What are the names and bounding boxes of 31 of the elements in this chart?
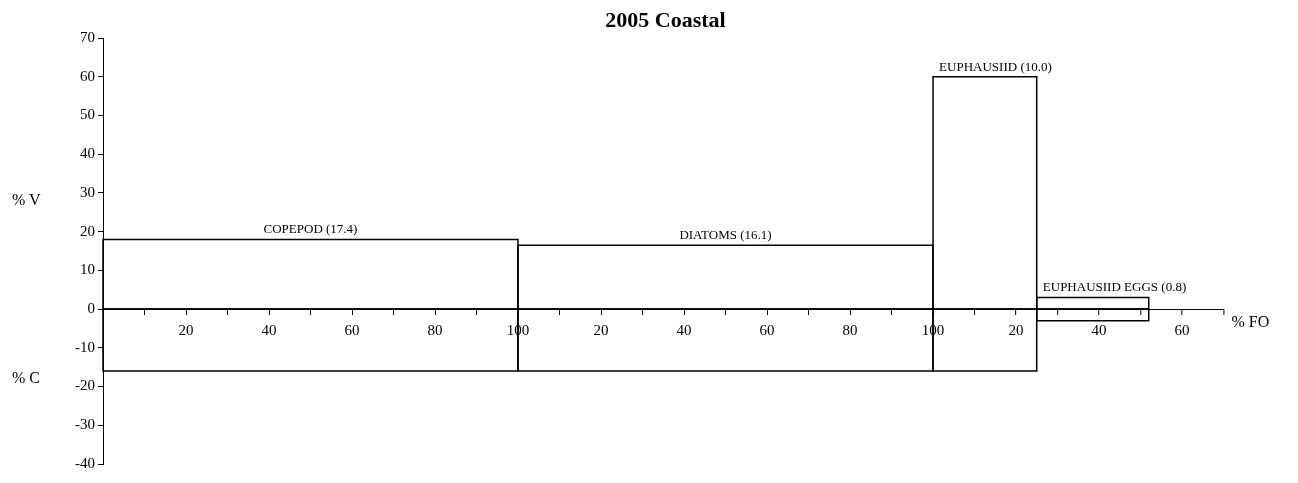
chart-title: 2005 Coastal — [605, 6, 726, 32]
x-tick-label: 20 — [593, 322, 609, 339]
x-tick-label: 20 — [178, 322, 194, 339]
x-tick-label: 80 — [427, 322, 443, 339]
y-tick-label: 60 — [80, 67, 95, 84]
y-tick-label: 50 — [80, 106, 95, 123]
y-tick-label: -10 — [75, 338, 95, 355]
text: % C — [12, 369, 40, 386]
y-tick-label: -40 — [75, 454, 95, 471]
y-tick-label: 70 — [80, 28, 95, 45]
annotation: EUPHAUSIID EGGS (0.8) — [1042, 279, 1187, 295]
x-tick-label: 80 — [842, 322, 858, 339]
x-tick-label: 60 — [1174, 322, 1190, 339]
y-axis-title: % V — [12, 190, 42, 208]
y-tick-label: -20 — [75, 377, 95, 394]
y-tick-label: -30 — [75, 416, 95, 433]
y-tick-label: 20 — [80, 222, 95, 239]
annotation: COPEPOD (17.4) — [263, 221, 358, 237]
y-tick-label: 0 — [87, 300, 95, 317]
y-tick-label: 30 — [80, 183, 95, 200]
y-tick-label: 40 — [80, 145, 95, 162]
x-tick-label: 60 — [759, 322, 775, 339]
y-tick-label: 10 — [80, 261, 95, 278]
x-tick-label: 20 — [1008, 322, 1024, 339]
x-axis-title: % FO — [1231, 313, 1270, 331]
annotation: DIATOMS (16.1) — [679, 227, 772, 243]
x-tick-label: 40 — [1091, 322, 1107, 339]
annotation: EUPHAUSIID (10.0) — [939, 58, 1052, 74]
x-tick-label: 40 — [676, 322, 692, 339]
x-tick-label: 60 — [344, 322, 360, 339]
x-tick-label: 40 — [261, 322, 277, 339]
